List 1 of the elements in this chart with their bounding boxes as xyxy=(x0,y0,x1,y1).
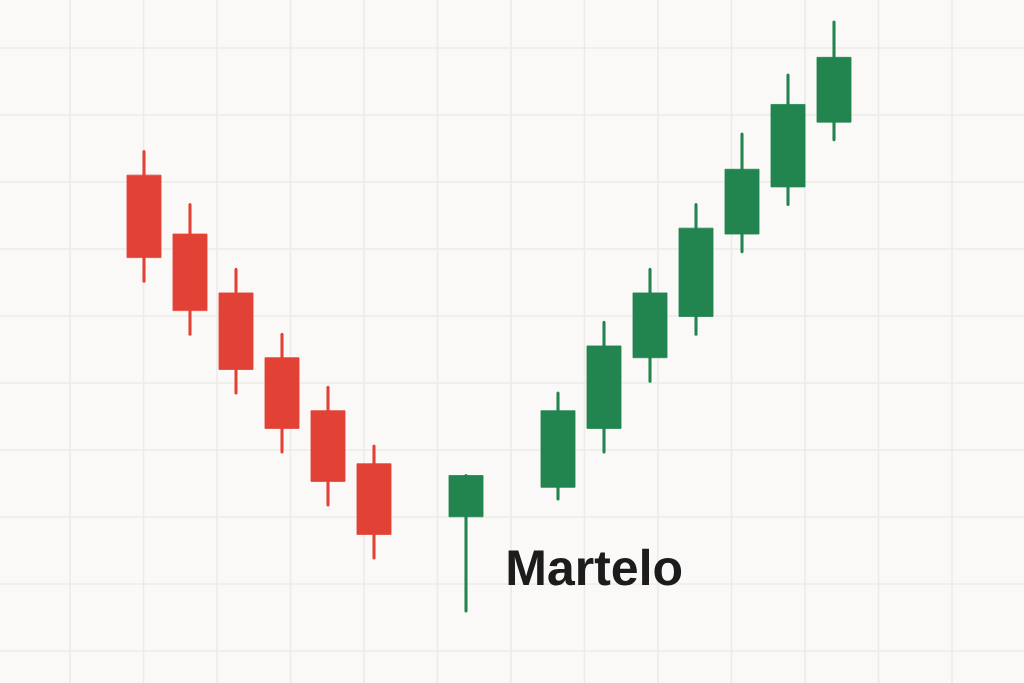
annotation: Martelo xyxy=(508,548,682,586)
